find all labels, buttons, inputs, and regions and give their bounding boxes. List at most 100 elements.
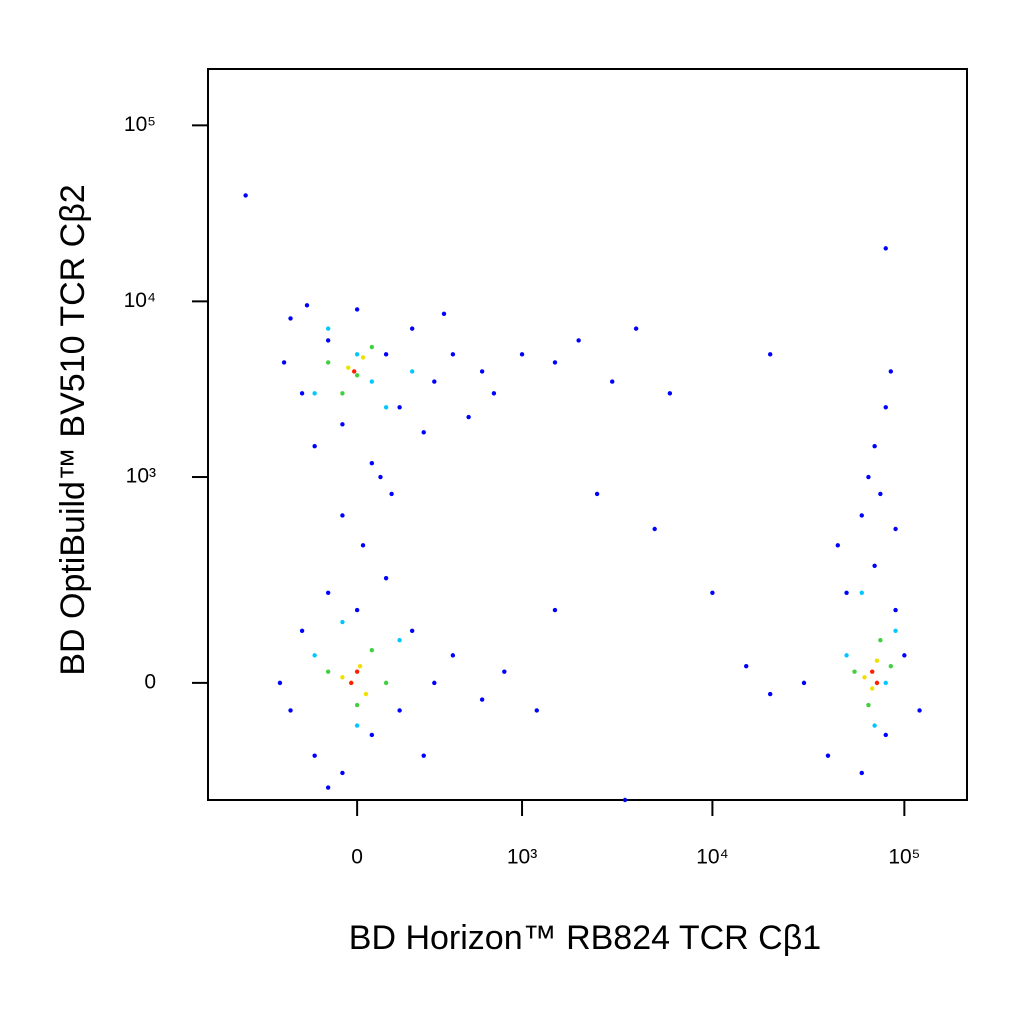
data-point [479, 369, 485, 374]
data-point [594, 491, 600, 497]
data-point [325, 669, 331, 674]
data-point [409, 326, 415, 331]
data-point [874, 680, 880, 686]
data-point [888, 663, 894, 669]
data-point [432, 680, 437, 686]
data-point [277, 680, 283, 686]
data-point [325, 326, 331, 331]
data-point [888, 369, 894, 374]
data-point [917, 708, 922, 713]
data-point [874, 658, 880, 663]
data-point [340, 391, 345, 396]
data-point [870, 669, 875, 674]
data-point [354, 352, 360, 357]
data-point [340, 422, 345, 427]
data-point [801, 680, 807, 686]
data-point [710, 590, 715, 596]
data-point [466, 414, 471, 420]
data-point [852, 669, 857, 674]
data-point [383, 680, 389, 686]
data-point [870, 686, 875, 691]
data-point [325, 590, 331, 596]
data-point [450, 653, 456, 658]
data-point [441, 311, 447, 316]
data-point [288, 316, 293, 321]
data-point [859, 770, 864, 776]
data-point [349, 680, 354, 686]
data-point [835, 543, 840, 548]
data-point [389, 491, 394, 497]
x-tick-label: 10⁵ [888, 846, 920, 869]
data-point [576, 338, 581, 343]
data-point [243, 193, 248, 198]
data-point [354, 723, 360, 728]
data-point [304, 303, 310, 308]
data-point [357, 663, 363, 669]
x-axis-title: BD Horizon™ RB824 TCR Cβ1 [349, 919, 821, 957]
data-point [652, 526, 657, 532]
data-point [325, 785, 331, 790]
data-point [354, 307, 360, 312]
data-point [893, 526, 898, 532]
data-point [844, 590, 849, 596]
data-point [872, 563, 877, 568]
data-point [552, 607, 558, 613]
data-point [893, 628, 898, 633]
data-point [667, 391, 673, 396]
data-point [767, 691, 773, 697]
data-point [872, 723, 877, 728]
data-point [360, 543, 366, 548]
data-point [893, 607, 898, 613]
data-point [622, 797, 628, 803]
data-point [450, 352, 456, 357]
y-axis-title: BD OptiBuild™ BV510 TCR Cβ2 [54, 184, 92, 675]
data-point [397, 637, 402, 643]
data-point [369, 732, 375, 738]
data-point [378, 474, 383, 480]
data-point [878, 637, 883, 643]
data-point [479, 697, 485, 702]
data-point [633, 326, 639, 331]
data-point [767, 352, 773, 357]
data-point [491, 391, 497, 396]
data-point [383, 352, 389, 357]
data-point [340, 675, 345, 680]
data-point [340, 513, 345, 518]
data-point [340, 770, 345, 776]
y-tick-label: 0 [144, 670, 156, 693]
data-point [409, 628, 415, 633]
data-point [397, 708, 402, 713]
data-point [354, 669, 360, 674]
x-tick-label: 10³ [507, 846, 537, 869]
data-point [360, 355, 366, 360]
data-point [866, 474, 871, 480]
data-point [878, 491, 883, 497]
data-point [744, 663, 749, 669]
data-point [288, 708, 293, 713]
data-point [312, 753, 317, 758]
data-point [862, 675, 867, 680]
y-tick-label: 10⁵ [124, 113, 156, 136]
data-point [369, 379, 375, 384]
data-point [354, 373, 360, 378]
data-point [866, 702, 871, 708]
data-point [902, 653, 907, 658]
data-point [610, 379, 615, 384]
data-point [519, 352, 525, 357]
x-tick-label: 10⁴ [696, 846, 728, 869]
data-point [346, 365, 351, 370]
y-tick-label: 10³ [126, 465, 156, 488]
data-point [872, 444, 877, 449]
data-point [883, 246, 888, 251]
data-point [340, 619, 345, 625]
data-point [312, 653, 317, 658]
data-point [383, 405, 389, 410]
data-point [325, 338, 331, 343]
data-point [369, 461, 375, 466]
data-point [325, 360, 331, 365]
data-point [883, 405, 888, 410]
data-point [859, 590, 864, 596]
data-point [369, 647, 375, 653]
data-point [383, 576, 389, 581]
